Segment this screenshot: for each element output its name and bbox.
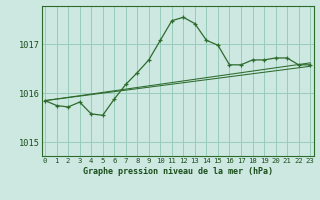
X-axis label: Graphe pression niveau de la mer (hPa): Graphe pression niveau de la mer (hPa) (83, 167, 273, 176)
